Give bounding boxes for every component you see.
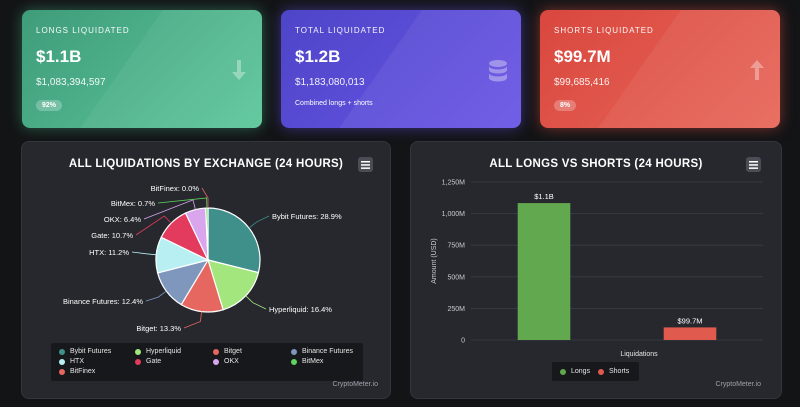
pie-legend-label: HTX — [70, 358, 84, 365]
legend-dot-icon — [213, 348, 219, 355]
pie-connector-bitmex — [157, 197, 208, 209]
arrow-up-icon — [748, 60, 766, 85]
legend-dot-icon — [291, 358, 297, 365]
total-liquidated-card: TOTAL LIQUIDATED $1.2B $1,183,080,013 Co… — [281, 10, 521, 128]
pie-label-bitget: Bitget: 13.3% — [136, 324, 181, 333]
bar-legend-item-longs[interactable]: Longs — [560, 368, 590, 375]
shorts-percent-badge: 8% — [554, 100, 577, 111]
bar-longs[interactable] — [517, 203, 571, 340]
legend-dot-icon — [59, 368, 65, 375]
longs-percent-badge: 92% — [36, 100, 63, 111]
pie-label-hyperliquid: Hyperliquid: 16.4% — [269, 305, 332, 314]
y-tick-label: 250M — [447, 306, 465, 313]
bar-legend-item-shorts[interactable]: Shorts — [598, 368, 629, 375]
pie-connector-hyperliquid — [245, 295, 267, 310]
bar-chart-title: ALL LONGS VS SHORTS (24 HOURS) — [489, 158, 703, 170]
total-card-title: TOTAL LIQUIDATED — [295, 26, 386, 35]
pie-legend-label: Bitget — [224, 348, 242, 355]
bar-chart-menu-button[interactable] — [746, 157, 761, 172]
pie-legend-item-binance-futures[interactable]: Binance Futures — [291, 348, 353, 355]
pie-label-bybit-futures: Bybit Futures: 28.9% — [272, 212, 342, 221]
hamburger-icon — [749, 160, 758, 169]
y-tick-label: 1,250M — [442, 180, 466, 187]
legend-dot-icon — [213, 358, 219, 365]
y-tick-label: 500M — [447, 274, 465, 281]
total-card-note: Combined longs + shorts — [295, 100, 373, 107]
legend-dot-icon — [598, 368, 604, 375]
pie-connector-gate — [135, 215, 172, 236]
pie-legend-item-bitmex[interactable]: BitMex — [291, 358, 323, 365]
pie-connector-bybit-futures — [248, 215, 270, 229]
shorts-liquidated-card: SHORTS LIQUIDATED $99.7M $99,685,416 8% — [540, 10, 780, 128]
pie-legend: Bybit Futures Hyperliquid Bitget Binance Fu… — [51, 343, 363, 381]
hamburger-icon — [361, 160, 370, 169]
longs-card-title: LONGS LIQUIDATED — [36, 26, 130, 35]
bar-data-label-longs: $1.1B — [534, 192, 554, 201]
y-tick-label: 750M — [447, 243, 465, 250]
arrow-down-icon — [230, 60, 248, 85]
pie-slice-hyperliquid[interactable] — [207, 259, 260, 311]
legend-dot-icon — [135, 358, 141, 365]
pie-connector-bitget — [183, 311, 202, 329]
pie-label-bitfinex: BitFinex: 0.0% — [151, 184, 200, 193]
bar-legend-label: Longs — [571, 368, 591, 375]
exchange-liquidations-panel: ALL LIQUIDATIONS BY EXCHANGE (24 HOURS) … — [21, 141, 391, 399]
bar-legend: Longs Shorts — [552, 362, 639, 381]
pie-connector-bitfinex — [201, 187, 209, 208]
pie-legend-label: BitFinex — [70, 368, 96, 375]
legend-dot-icon — [59, 348, 65, 355]
pie-legend-item-okx[interactable]: OKX — [213, 358, 239, 365]
pie-legend-item-bitfinex[interactable]: BitFinex — [59, 368, 95, 375]
legend-dot-icon — [560, 368, 566, 375]
pie-legend-label: Hyperliquid — [146, 348, 182, 355]
exchange-chart-menu-button[interactable] — [358, 157, 373, 172]
shorts-card-value: $99.7M — [554, 47, 611, 66]
pie-legend-item-gate[interactable]: Gate — [135, 358, 161, 365]
pie-connector-okx — [143, 199, 196, 220]
exchange-chart-title: ALL LIQUIDATIONS BY EXCHANGE (24 HOURS) — [68, 158, 344, 170]
bar-legend-label: Shorts — [609, 368, 630, 375]
legend-dot-icon — [135, 348, 141, 355]
pie-label-binance-futures: Binance Futures: 12.4% — [63, 297, 143, 306]
bar-data-label-shorts: $99.7M — [677, 316, 702, 325]
longs-liquidated-card: LONGS LIQUIDATED $1.1B $1,083,394,597 92… — [22, 10, 262, 128]
bar-shorts[interactable] — [663, 327, 717, 340]
pie-label-htx: HTX: 11.2% — [89, 248, 129, 257]
shorts-card-title: SHORTS LIQUIDATED — [554, 26, 654, 35]
pie-legend-label: Bybit Futures — [70, 348, 112, 355]
total-card-exact: $1,183,080,013 — [295, 77, 365, 88]
x-axis-label: Liquidations — [620, 351, 658, 358]
y-axis-label: Amount (USD) — [431, 238, 438, 284]
pie-legend-label: Binance Futures — [302, 348, 353, 355]
pie-legend-item-hyperliquid[interactable]: Hyperliquid — [135, 348, 181, 355]
exchange-pie-chart: Bybit Futures: 28.9% Hyperliquid: 16.4% Bi… — [63, 184, 342, 333]
longs-card-exact: $1,083,394,597 — [36, 77, 106, 88]
longs-card-value: $1.1B — [36, 47, 82, 66]
pie-legend-label: Gate — [146, 358, 162, 365]
y-tick-label: 0 — [461, 338, 465, 345]
pie-label-gate: Gate: 10.7% — [91, 231, 133, 240]
pie-legend-item-bybit-futures[interactable]: Bybit Futures — [59, 348, 111, 355]
total-card-value: $1.2B — [295, 47, 341, 66]
legend-dot-icon — [291, 348, 297, 355]
exchange-chart-credit[interactable]: CryptoMeter.io — [332, 381, 378, 388]
pie-legend-item-bitget[interactable]: Bitget — [213, 348, 242, 355]
pie-legend-label: OKX — [224, 358, 239, 365]
pie-connector-binance-futures — [145, 290, 167, 302]
pie-label-bitmex: BitMex: 0.7% — [111, 199, 156, 208]
pie-legend-item-htx[interactable]: HTX — [59, 358, 84, 365]
longs-shorts-bar-chart: 0 250M 500M 750M 1,000M 1,250M Amount (USD) $1.… — [431, 180, 763, 358]
pie-legend-label: BitMex — [302, 358, 324, 365]
longs-vs-shorts-panel: ALL LONGS VS SHORTS (24 HOURS) 0 250M 500M… — [410, 141, 782, 399]
legend-dot-icon — [59, 358, 65, 365]
database-icon — [489, 60, 507, 87]
bar-chart-credit[interactable]: CryptoMeter.io — [715, 381, 761, 388]
pie-slice-bybit-futures[interactable] — [207, 207, 261, 274]
shorts-card-exact: $99,685,416 — [554, 77, 610, 88]
y-tick-label: 1,000M — [442, 211, 466, 218]
pie-label-okx: OKX: 6.4% — [104, 215, 141, 224]
pie-connector-htx — [131, 251, 157, 256]
